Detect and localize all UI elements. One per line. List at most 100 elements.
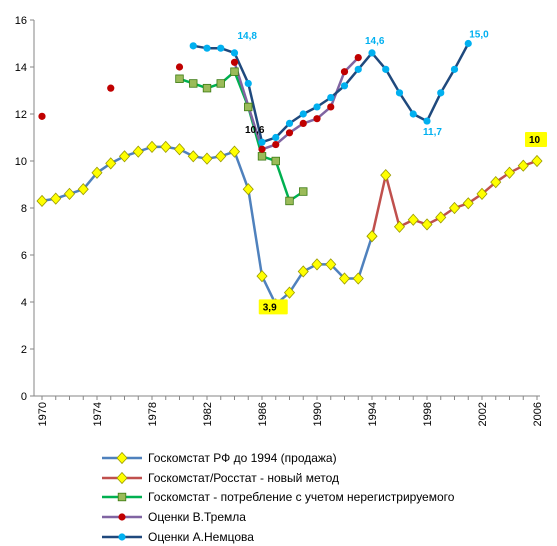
y-tick-label: 8 <box>21 203 27 215</box>
series-5-point <box>382 65 390 73</box>
series-1-point <box>146 140 158 153</box>
legend-label: Оценки А.Немцова <box>148 529 254 544</box>
series-5-point <box>409 110 417 118</box>
series-1-point <box>118 150 131 163</box>
legend-item: Оценки В.Тремла <box>100 507 454 527</box>
chart-ticks: 0 2 4 6 8 10 12 14 16 1970 1974 1978 1982 1986 1990 199… <box>15 15 544 426</box>
series-2-point <box>380 169 392 182</box>
legend-swatch <box>102 451 142 464</box>
legend-swatch <box>102 493 142 502</box>
series-2-point <box>490 176 502 189</box>
x-tick-label: 2006 <box>532 402 544 426</box>
data-label: 3,9 <box>263 302 277 313</box>
series-4-point <box>313 115 321 123</box>
series-4-point <box>327 103 335 111</box>
data-label: 14,8 <box>238 31 258 42</box>
series-2-point <box>435 211 447 224</box>
series-5-point <box>368 49 376 57</box>
y-tick-label: 10 <box>15 156 27 168</box>
series-4-point <box>299 119 307 127</box>
legend-swatch-marker <box>118 513 126 521</box>
legend-label: Госкомстат РФ до 1994 (продажа) <box>148 450 337 465</box>
series-4-point <box>38 112 46 120</box>
legend-item: Госкомстат/Росстат - новый метод <box>100 468 454 488</box>
series-4-point <box>175 63 184 71</box>
data-label: 11,7 <box>423 127 442 138</box>
x-tick-label: 1970 <box>37 402 49 426</box>
series-5-point <box>464 39 472 48</box>
series-4-point <box>230 58 239 66</box>
y-tick-label: 14 <box>15 62 27 74</box>
series-5-point <box>340 82 349 90</box>
series-2-point <box>476 187 488 200</box>
series-1-point <box>325 258 337 271</box>
line-chart: 0 2 4 6 8 10 12 14 16 1970 1974 1978 1982 1986 1990 199… <box>15 15 547 426</box>
series-2-point <box>393 220 406 233</box>
series-2-point <box>462 197 474 210</box>
data-label: 14,6 <box>365 36 385 47</box>
series-5-point <box>203 44 211 52</box>
series-line-1 <box>41 145 374 306</box>
series-1-point <box>160 140 172 153</box>
chart-markers <box>36 39 543 311</box>
data-label: 10,6 <box>245 125 265 136</box>
legend-item: Оценки А.Немцова <box>100 527 454 546</box>
series-1-point <box>338 272 351 285</box>
y-tick-label: 4 <box>21 297 27 309</box>
legend-item: Госкомстат - потребление с учетом нереги… <box>100 487 454 507</box>
chart-legend: Госкомстат РФ до 1994 (продажа) Госкомста… <box>100 448 454 546</box>
series-5-point <box>299 110 307 118</box>
series-1-point <box>91 166 103 179</box>
series-3-point <box>299 187 308 196</box>
series-5-point <box>450 65 459 73</box>
chart-lines <box>41 42 538 306</box>
series-2-point <box>407 213 419 226</box>
series-5-point <box>189 42 197 50</box>
series-1-point <box>187 150 199 163</box>
series-1-point <box>283 286 296 299</box>
series-4-point <box>107 84 115 92</box>
legend-swatch-marker <box>116 471 128 484</box>
chart-axes <box>33 20 540 397</box>
series-2-point <box>366 230 378 243</box>
series-4-point <box>258 145 266 153</box>
y-tick-label: 16 <box>15 15 27 27</box>
legend-swatch-marker <box>118 532 126 541</box>
x-tick-label: 1986 <box>257 402 269 426</box>
x-tick-label: 2002 <box>477 402 489 426</box>
series-1-point <box>215 150 227 163</box>
x-tick-label: 1998 <box>422 402 434 426</box>
series-3-point <box>189 79 198 88</box>
data-label: 15,0 <box>469 30 489 41</box>
series-5-point <box>423 117 431 125</box>
series-1-point <box>77 183 89 196</box>
series-2-point <box>448 201 461 215</box>
series-2-point <box>503 166 516 179</box>
series-5-point <box>327 93 335 102</box>
data-label-box <box>525 132 547 147</box>
series-1-point <box>201 152 213 165</box>
series-5-point <box>244 79 252 88</box>
x-tick-label: 1990 <box>312 402 324 426</box>
series-1-point <box>228 145 241 158</box>
series-5-point <box>313 103 321 111</box>
y-tick-label: 2 <box>21 344 27 356</box>
series-5-point <box>272 133 280 142</box>
data-label-box <box>258 299 288 315</box>
series-3-point <box>257 152 267 161</box>
series-3-point <box>216 79 225 88</box>
series-1-point <box>105 157 117 170</box>
series-1-point <box>242 183 254 196</box>
series-5-point <box>437 89 445 97</box>
series-3-point <box>271 156 280 166</box>
series-2-point <box>421 218 433 231</box>
series-4-point <box>340 68 349 76</box>
series-4-point <box>285 129 294 137</box>
legend-label: Госкомстат/Росстат - новый метод <box>148 470 339 485</box>
series-3-point <box>230 67 239 76</box>
chart-data-labels: 14,8 10,6 3,9 14,6 11,7 15,0 10 <box>238 30 547 315</box>
legend-label: Оценки В.Тремла <box>148 509 246 524</box>
legend-item: Госкомстат РФ до 1994 (продажа) <box>100 448 454 468</box>
series-1-point <box>311 258 323 271</box>
x-tick-label: 1974 <box>92 402 104 426</box>
